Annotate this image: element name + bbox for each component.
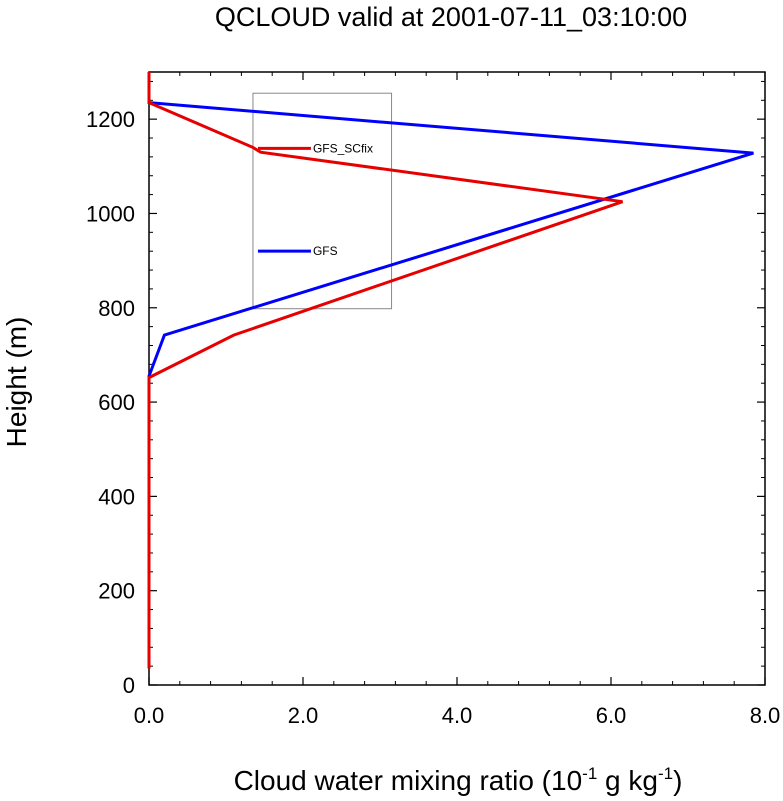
x-tick-label: 6.0 <box>596 703 627 728</box>
x-tick-label: 8.0 <box>750 703 781 728</box>
series-line-gfs <box>147 72 754 669</box>
chart-title: QCLOUD valid at 2001-07-11_03:10:00 <box>215 2 687 32</box>
y-tick-label: 800 <box>98 296 135 321</box>
y-tick-label: 1000 <box>86 201 135 226</box>
y-tick-label: 1200 <box>86 107 135 132</box>
x-axis-label: Cloud water mixing ratio (10-1 g kg-1) <box>234 764 683 796</box>
legend-label: GFS_SCfix <box>313 141 373 155</box>
y-tick-label: 600 <box>98 390 135 415</box>
x-axis-label-main: Cloud water mixing ratio (10 <box>234 765 583 796</box>
x-axis-label-end: ) <box>673 765 682 796</box>
legend-label: GFS <box>313 244 338 258</box>
y-tick-label: 0 <box>123 673 135 698</box>
y-tick-label: 200 <box>98 579 135 604</box>
y-tick-label: 400 <box>98 484 135 509</box>
x-tick-label: 4.0 <box>442 703 473 728</box>
x-axis-label-exp1: -1 <box>582 764 597 783</box>
x-tick-label: 2.0 <box>288 703 319 728</box>
x-axis-label-exp2: -1 <box>658 764 673 783</box>
axis-ticks: 0.0 2.0 4.0 6.0 8.0 0 200 400 600 800 1000 1200 <box>86 72 780 728</box>
plot-area <box>148 71 766 686</box>
legend: GFS_SCfix GFS <box>252 92 393 310</box>
series-layer <box>147 72 754 669</box>
series-line-gfs-scfix <box>147 72 623 669</box>
y-axis-label: Height (m) <box>1 317 32 448</box>
plot-frame <box>148 71 766 686</box>
legend-box <box>252 92 393 310</box>
x-axis-label-mid: g kg <box>597 765 658 796</box>
x-tick-label: 0.0 <box>134 703 165 728</box>
